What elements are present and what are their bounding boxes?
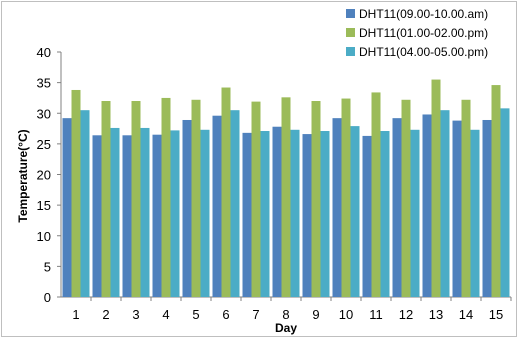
x-tick-label: 1: [72, 307, 79, 322]
y-tick-label: 20: [37, 168, 51, 183]
y-tick-label: 5: [44, 259, 51, 274]
x-tick-label: 15: [489, 307, 503, 322]
x-tick-label: 3: [132, 307, 139, 322]
bar-series: [62, 79, 510, 298]
bar: [131, 101, 141, 297]
legend-swatch: [346, 9, 355, 18]
bar: [122, 135, 132, 297]
x-tick-label: 5: [192, 307, 199, 322]
legend-label: DHT11(09.00-10.00.am): [359, 7, 488, 21]
bar: [470, 129, 480, 297]
bar: [251, 101, 261, 297]
bar: [422, 114, 432, 297]
bar: [212, 115, 222, 297]
y-tick-label: 0: [44, 290, 51, 305]
bar: [341, 98, 351, 297]
bar: [302, 134, 312, 297]
y-axis-title: Temperature(°C): [16, 129, 30, 222]
bar: [80, 110, 90, 297]
x-axis-title: Day: [275, 321, 297, 335]
bar: [410, 129, 420, 297]
bar: [170, 130, 180, 297]
bar: [272, 126, 282, 297]
x-tick-label: 14: [459, 307, 473, 322]
bar: [311, 101, 321, 297]
bar: [500, 108, 510, 297]
x-tick-label: 6: [222, 307, 229, 322]
bar: [482, 119, 492, 297]
x-tick-label: 8: [282, 307, 289, 322]
bar: [431, 79, 441, 297]
x-tick-label: 11: [369, 307, 383, 322]
legend-label: DHT11(01.00-02.00.pm): [359, 26, 488, 40]
y-tick-label: 40: [37, 45, 51, 60]
x-tick-label: 7: [252, 307, 259, 322]
y-tick-label: 30: [37, 106, 51, 121]
x-tick-label: 2: [102, 307, 109, 322]
bar: [320, 131, 330, 297]
bar: [182, 119, 192, 297]
legend-swatch: [346, 47, 355, 56]
bar: [371, 92, 381, 297]
bar: [152, 134, 162, 297]
y-tick-label: 25: [37, 137, 51, 152]
bar: [242, 132, 252, 297]
bar: [290, 129, 300, 297]
bar: [191, 99, 201, 298]
legend-swatch: [346, 28, 355, 37]
bar: [221, 87, 231, 298]
bar: [62, 118, 72, 298]
y-tick-label: 10: [37, 229, 51, 244]
bar: [440, 110, 450, 297]
x-axis: 1 2 3 4 5 6 7 8 9 10 11 12 13 14 15: [61, 296, 512, 322]
y-tick-label: 35: [37, 76, 51, 91]
bar: [92, 135, 102, 297]
y-tick-label: 15: [37, 198, 51, 213]
bar: [362, 135, 372, 297]
bar: [230, 110, 240, 297]
bar: [380, 131, 390, 297]
bar: [161, 97, 171, 297]
bar: [200, 129, 210, 297]
bar: [491, 85, 501, 297]
y-axis: 0 5 10 15 20 25 30 35 40: [37, 45, 62, 305]
bar: [350, 126, 360, 297]
bar: [260, 131, 270, 297]
bar: [461, 99, 471, 298]
legend: DHT11(09.00-10.00.am) DHT11(01.00-02.00.p…: [346, 7, 488, 59]
bar: [110, 127, 120, 297]
x-tick-label: 4: [162, 307, 169, 322]
bar: [71, 89, 81, 297]
bar: [401, 99, 411, 298]
x-tick-label: 13: [429, 307, 443, 322]
bar: [332, 118, 342, 298]
x-tick-label: 10: [339, 307, 353, 322]
bar: [140, 127, 150, 297]
bar: [101, 101, 111, 297]
legend-label: DHT11(04.00-05.00.pm): [359, 45, 488, 59]
bar: [452, 120, 462, 297]
x-tick-label: 9: [312, 307, 319, 322]
x-tick-label: 12: [399, 307, 413, 322]
bar: [392, 118, 402, 298]
bar: [281, 97, 291, 297]
